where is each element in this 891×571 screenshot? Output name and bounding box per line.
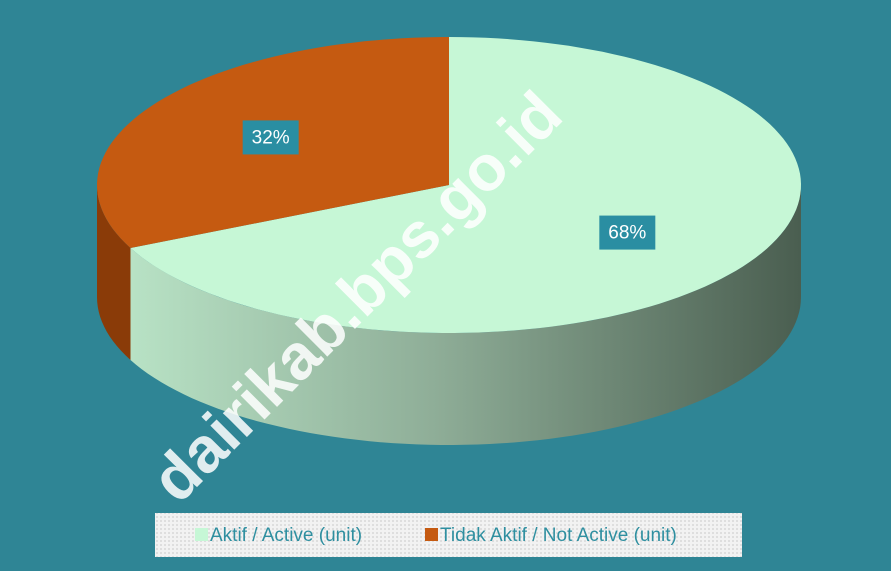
pie-side bbox=[97, 185, 131, 360]
data-label-box bbox=[242, 120, 299, 155]
pie: 68% 32% bbox=[97, 37, 801, 445]
legend-box bbox=[155, 513, 742, 557]
pie-slice bbox=[130, 37, 801, 333]
legend-swatch bbox=[195, 528, 208, 541]
data-label-box bbox=[599, 215, 656, 250]
data-label: 68% bbox=[608, 223, 646, 244]
data-label: 32% bbox=[252, 127, 290, 148]
legend-label: Tidak Aktif / Not Active (unit) bbox=[440, 525, 677, 546]
pie-side bbox=[130, 185, 801, 445]
legend-label: Aktif / Active (unit) bbox=[210, 525, 362, 546]
legend-swatch bbox=[425, 528, 438, 541]
legend: Aktif / Active (unit) Tidak Aktif / Not A… bbox=[195, 525, 677, 546]
